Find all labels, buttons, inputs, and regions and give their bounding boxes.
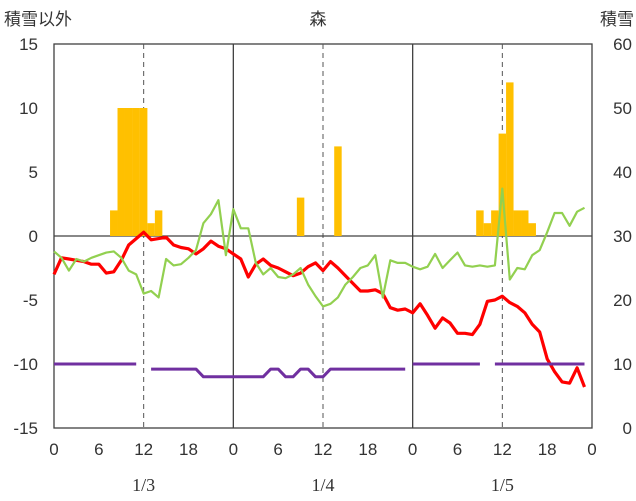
snow-bar <box>110 210 118 236</box>
snow-depth-bars <box>110 82 536 237</box>
snow-bar <box>296 197 305 236</box>
snow-bar <box>506 82 514 237</box>
left-y-tick-label: 0 <box>29 227 38 246</box>
series-line <box>53 187 586 308</box>
x-tick-label: 12 <box>314 440 333 459</box>
x-tick-label: 0 <box>49 440 58 459</box>
snow-bar <box>334 146 342 236</box>
left-y-tick-label: -5 <box>23 291 38 310</box>
right-y-tick-label: 0 <box>623 419 632 438</box>
date-label: 1/4 <box>311 475 334 495</box>
x-tick-label: 0 <box>587 440 596 459</box>
snow-bar <box>476 210 484 236</box>
left-y-tick-label: -10 <box>13 355 38 374</box>
snow-bar <box>491 210 499 236</box>
snow-bar <box>521 210 529 236</box>
snow-bar <box>528 223 536 236</box>
series-lines <box>52 187 586 388</box>
left-y-tick-label: 10 <box>19 99 38 118</box>
snow-bar <box>513 210 522 236</box>
right-y-tick-label: 40 <box>613 163 632 182</box>
date-label: 1/5 <box>491 475 514 495</box>
snow-bar <box>147 223 155 236</box>
left-y-tick-label: 15 <box>19 35 38 54</box>
snow-bar <box>498 133 507 236</box>
x-tick-label: 0 <box>229 440 238 459</box>
x-tick-label: 18 <box>179 440 198 459</box>
date-label: 1/3 <box>132 475 155 495</box>
left-y-tick-label: 5 <box>29 163 38 182</box>
chart-title: 森 <box>310 10 327 30</box>
x-tick-label: 12 <box>493 440 512 459</box>
snow-bar <box>139 108 148 236</box>
snow-bar <box>483 223 492 236</box>
left-axis-label: 積雪以外 <box>4 10 72 30</box>
x-tick-label: 0 <box>408 440 417 459</box>
x-tick-label: 6 <box>453 440 462 459</box>
right-y-tick-label: 20 <box>613 291 632 310</box>
snow-bar <box>132 108 140 236</box>
x-tick-label: 12 <box>134 440 153 459</box>
right-y-tick-label: 10 <box>613 355 632 374</box>
series-line <box>52 230 586 388</box>
snow-bar <box>124 108 133 236</box>
x-tick-label: 6 <box>94 440 103 459</box>
left-y-tick-label: -15 <box>13 419 38 438</box>
series-line <box>151 367 406 379</box>
x-tick-label: 18 <box>538 440 557 459</box>
right-y-tick-label: 50 <box>613 99 632 118</box>
right-axis-label: 積雪 <box>600 10 634 30</box>
snow-bar <box>154 210 163 236</box>
snow-bar <box>117 108 125 236</box>
right-y-tick-label: 30 <box>613 227 632 246</box>
x-tick-label: 6 <box>273 440 282 459</box>
right-y-tick-label: 60 <box>613 35 632 54</box>
x-tick-label: 18 <box>358 440 377 459</box>
